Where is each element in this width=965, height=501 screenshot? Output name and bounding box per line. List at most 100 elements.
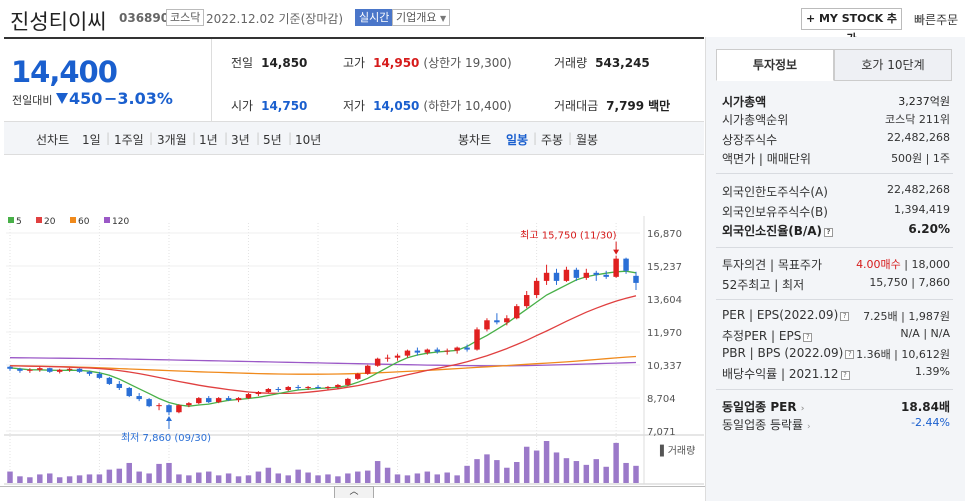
period-bar: 선차트 1일 | 1주일 | 3개월 | 1년 | 3년 | 5년 | 10년 …	[4, 121, 704, 155]
candle-daily[interactable]: 일봉	[506, 133, 529, 147]
period-1d[interactable]: 1일	[82, 133, 101, 147]
market-badge: 코스닥	[166, 9, 205, 26]
price-chart[interactable]: 5 20 60 120 16,870 15,237 13,604 11,970 10,337 8,…	[4, 156, 704, 487]
volume-bar	[215, 475, 222, 483]
help-icon[interactable]: ?	[803, 333, 813, 342]
foreign-limit-row: 외국인한도주식수(A) 22,482,268	[722, 183, 950, 199]
main-panel: 14,400 전일대비 450 −3.03% 전일 14,850 시가 14,750…	[4, 37, 704, 485]
company-info-label: 기업개요	[396, 11, 437, 24]
realtime-button[interactable]: 실시간	[355, 9, 394, 26]
candle-body	[17, 368, 23, 371]
candle-body	[384, 357, 391, 359]
volume-bar	[7, 471, 13, 483]
candle-body	[543, 272, 550, 281]
divider	[716, 247, 953, 248]
period-5y[interactable]: 5년	[263, 133, 282, 147]
candle-body	[345, 378, 351, 385]
legend-label: 5	[16, 217, 22, 227]
candle-body	[474, 329, 480, 350]
est-per-row: 추정PER | EPS? N/A | N/A	[722, 327, 950, 343]
help-icon[interactable]: ?	[845, 350, 855, 359]
y-tick-label: 15,237	[647, 262, 682, 273]
candle-body	[196, 398, 202, 404]
volume-bar	[364, 470, 371, 483]
candle-body	[305, 386, 311, 388]
stock-name: 진성티이씨	[10, 10, 107, 34]
investment-info-panel: 투자정보 호가 10단계 시가총액 3,237억원 시가총액순위 코스닥 211위 …	[705, 37, 965, 501]
volume-bar	[394, 474, 401, 483]
period-1y[interactable]: 1년	[199, 133, 218, 147]
candle-body	[573, 269, 580, 278]
period-1w[interactable]: 1주일	[114, 133, 144, 147]
ma20-line	[9, 295, 637, 395]
volume-bar	[186, 475, 192, 483]
company-info-dropdown[interactable]: 기업개요 ▼	[392, 9, 451, 26]
volume-bar	[593, 459, 599, 483]
candle-chart-label: 봉차트	[458, 133, 492, 147]
legend-swatch	[104, 217, 110, 223]
y-tick-label: 13,604	[647, 295, 682, 306]
candle-body	[394, 355, 401, 358]
period-3y[interactable]: 3년	[231, 133, 250, 147]
add-mystock-button[interactable]: + MY STOCK 추가	[801, 8, 902, 45]
tab-investment-info[interactable]: 투자정보	[716, 49, 834, 81]
volume-bar	[126, 462, 132, 483]
candle-body	[245, 394, 252, 399]
change-percent: −3.03%	[104, 89, 173, 108]
candle-body	[355, 373, 361, 379]
legend-swatch	[70, 217, 76, 223]
candle-body	[205, 398, 212, 403]
high-price: 고가 14,950 (상한가 19,300)	[343, 56, 512, 70]
volume-bar	[315, 475, 321, 483]
tab-orderbook[interactable]: 호가 10단계	[834, 49, 952, 81]
candle-weekly[interactable]: 주봉	[541, 133, 564, 147]
volume-bar	[523, 446, 530, 483]
chart-collapse-toggle[interactable]: ︿	[334, 486, 374, 498]
volume-bar	[474, 459, 480, 483]
down-arrow-icon	[56, 93, 68, 104]
quick-order-link[interactable]: 빠른주문	[914, 13, 959, 27]
candle-body	[613, 258, 619, 277]
foreign-rate-row: 외국인소진율(B/A)? 6.20%	[722, 222, 950, 238]
volume-bar	[623, 462, 629, 483]
candle-body	[166, 405, 172, 413]
volume-bar	[325, 474, 331, 483]
volume-bar	[56, 477, 63, 483]
volume-bar	[633, 465, 639, 483]
help-icon[interactable]: ?	[840, 312, 850, 321]
price-chart-svg: 5 20 60 120 16,870 15,237 13,604 11,970 10,337 8,…	[4, 216, 704, 485]
ma5-line	[9, 270, 637, 407]
help-icon[interactable]: ?	[840, 371, 850, 380]
candle-body	[27, 369, 33, 371]
chevron-right-icon[interactable]: ›	[800, 404, 805, 414]
period-10y[interactable]: 10년	[295, 133, 322, 147]
candle-body	[335, 384, 341, 387]
volume-bar	[66, 476, 73, 483]
period-3m[interactable]: 3개월	[157, 133, 187, 147]
candle-body	[225, 398, 232, 401]
change-label: 전일대비	[12, 94, 53, 107]
candle-monthly[interactable]: 월봉	[576, 133, 599, 147]
candle-body	[265, 388, 272, 393]
ma60-line	[9, 355, 637, 375]
volume-bar	[384, 467, 391, 483]
candle-body	[533, 280, 540, 296]
volume-bar	[335, 476, 341, 483]
divider	[716, 299, 953, 300]
volume-bar	[553, 452, 560, 483]
volume-bar	[444, 472, 450, 483]
current-price: 14,400	[11, 55, 118, 89]
volume-bar	[17, 476, 23, 483]
help-icon[interactable]: ?	[824, 228, 834, 237]
open-price: 시가 14,750	[231, 99, 308, 113]
candle-body	[47, 368, 53, 372]
candle-body	[295, 386, 301, 388]
candle-body	[424, 349, 431, 353]
chevron-right-icon[interactable]: ›	[806, 422, 811, 432]
volume-bar	[484, 454, 490, 483]
volume-bar	[196, 472, 202, 483]
cap-rank-row: 시가총액순위 코스닥 211위	[722, 113, 950, 127]
candle-body	[464, 347, 470, 350]
divider	[716, 389, 953, 390]
volume-bar	[96, 474, 103, 483]
